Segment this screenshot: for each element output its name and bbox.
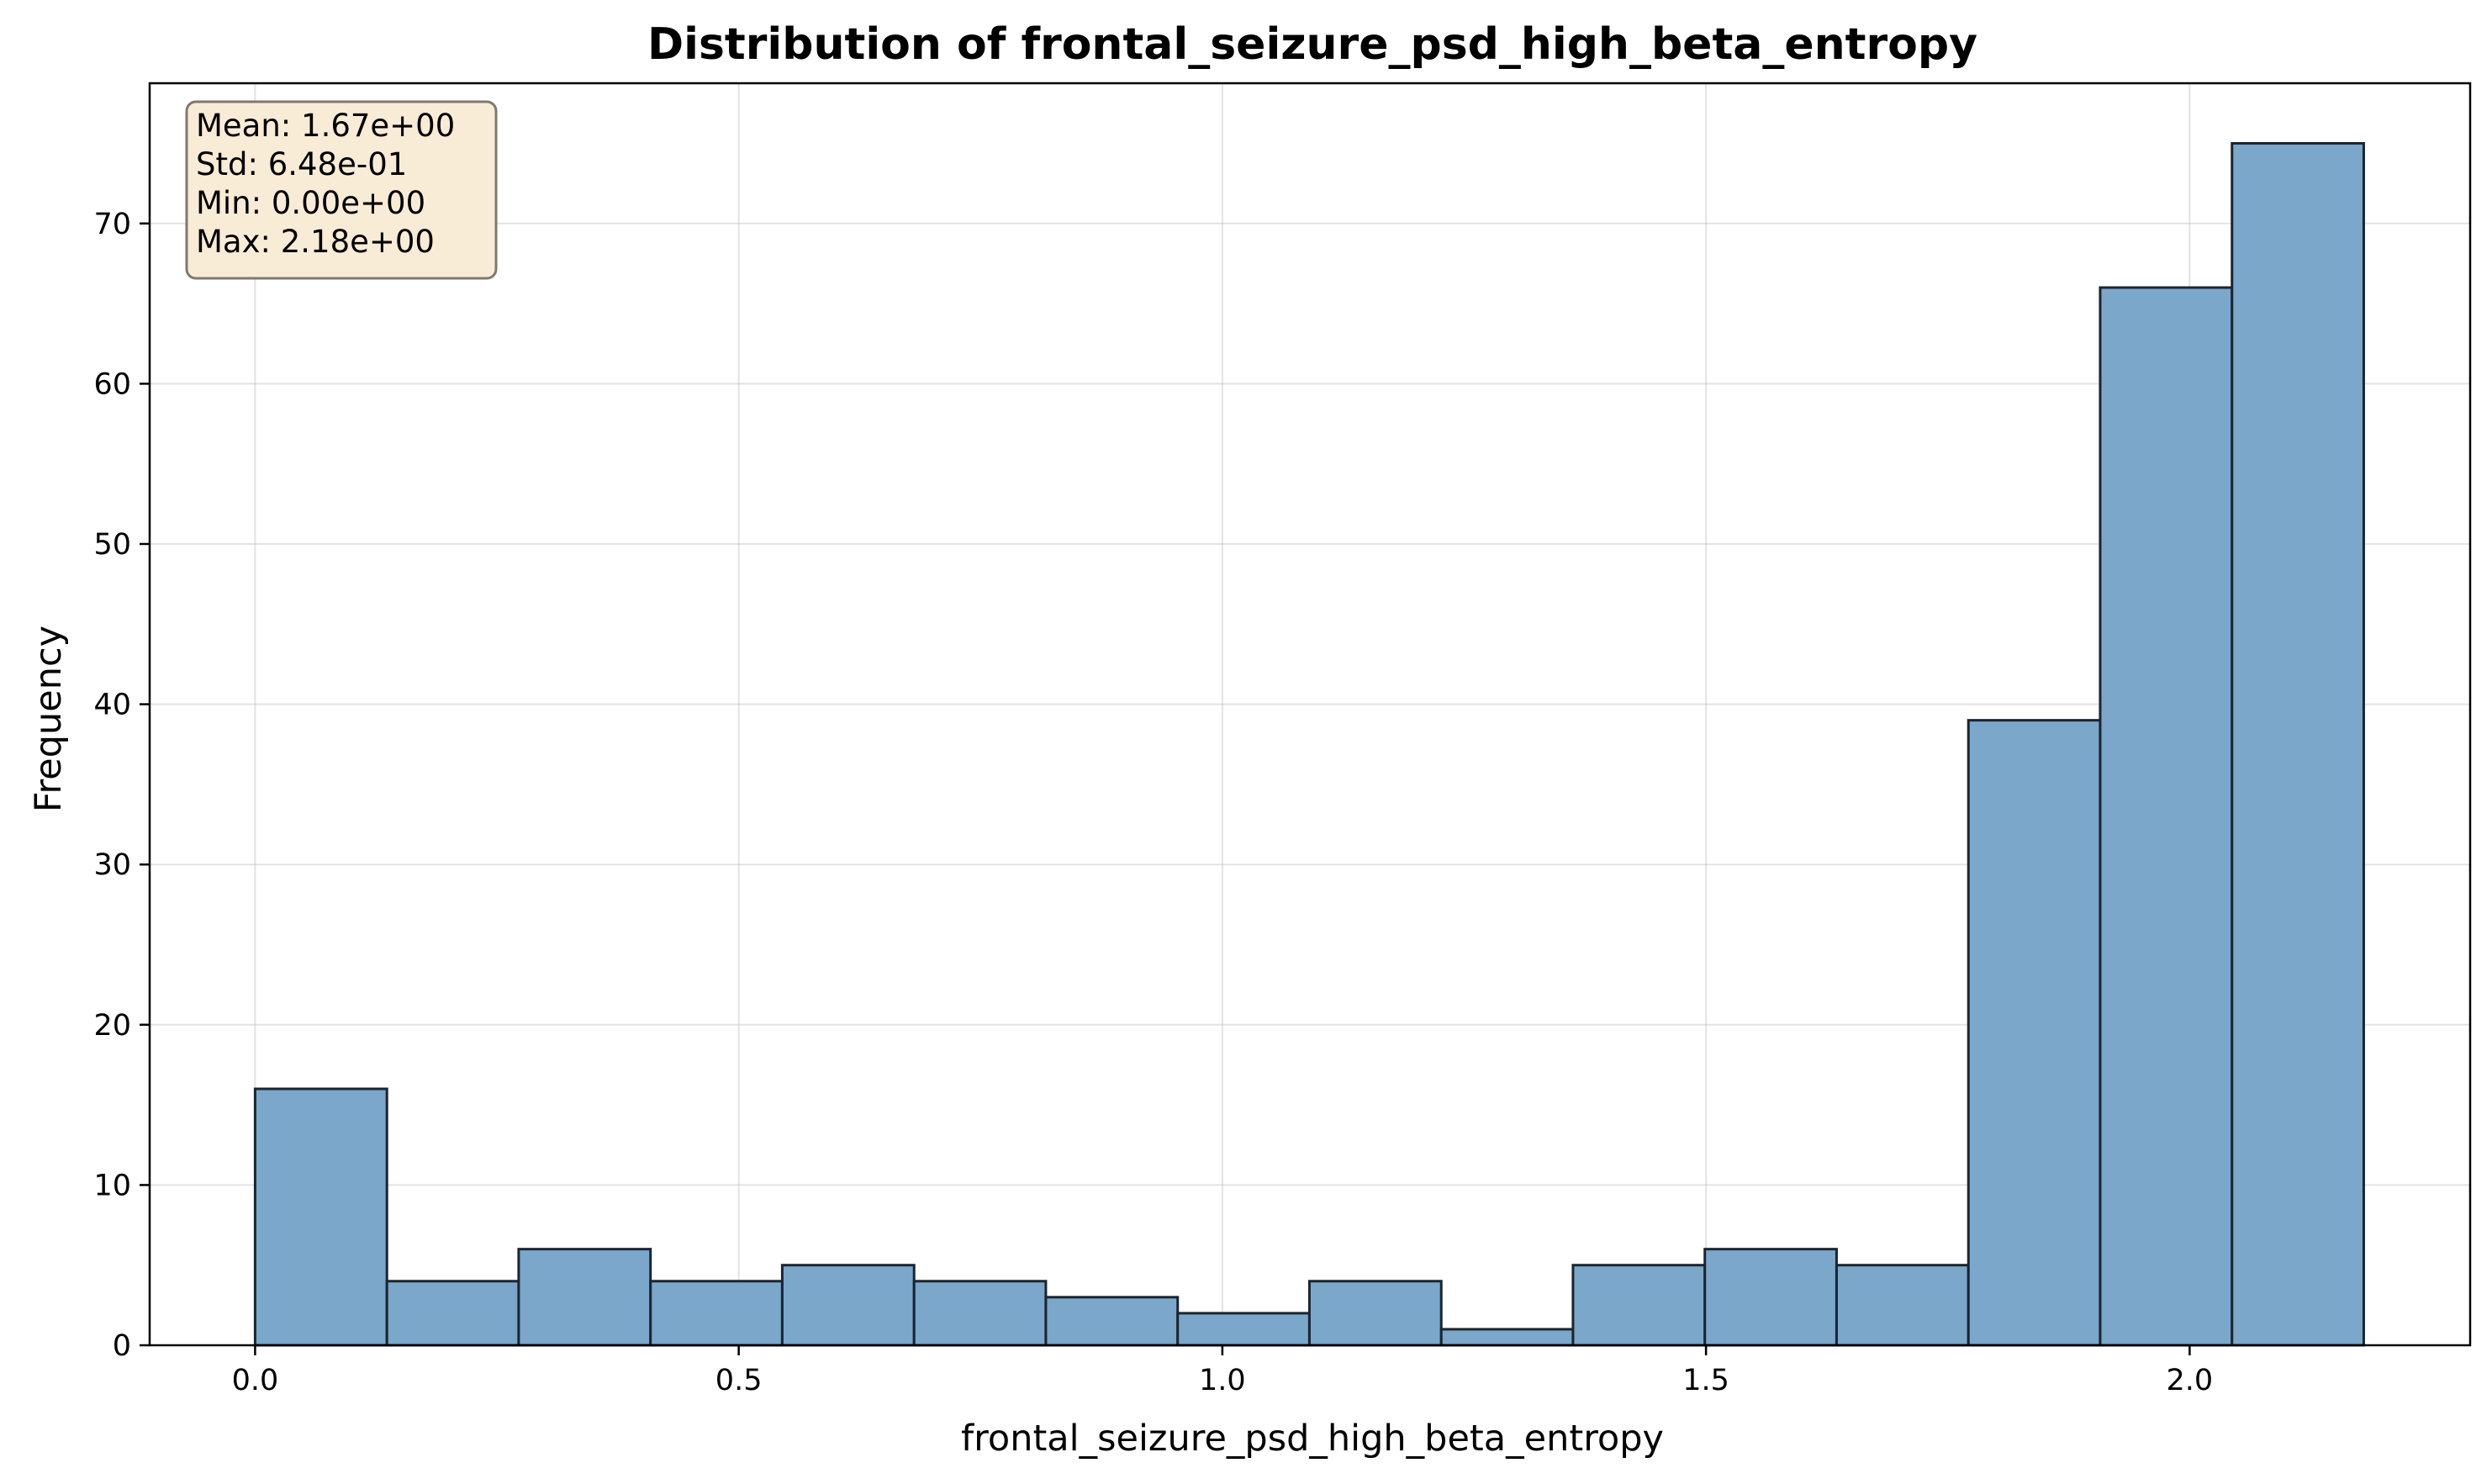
histogram-bar	[253, 1087, 388, 1347]
histogram-bar	[385, 1280, 520, 1347]
x-tick-label: 2.0	[2167, 1364, 2214, 1397]
y-tick-label: 50	[93, 528, 131, 562]
bars-layer	[253, 141, 2365, 1347]
histogram-bar	[1439, 1328, 1575, 1347]
x-tick-label: 0.0	[232, 1364, 279, 1397]
histogram-bar	[1176, 1312, 1311, 1347]
y-tick-label: 70	[93, 208, 131, 241]
stats-box: Mean: 1.67e+00 Std: 6.48e-01 Min: 0.00e+…	[185, 100, 498, 280]
histogram-bar	[1307, 1280, 1443, 1347]
y-tick-label: 10	[93, 1169, 131, 1202]
stat-mean: Mean: 1.67e+00	[196, 108, 455, 144]
histogram-bar	[1571, 1264, 1707, 1347]
histogram-bar	[649, 1280, 784, 1347]
histogram-bar	[2099, 286, 2234, 1347]
y-tick-label: 60	[93, 367, 131, 401]
histogram-bar	[912, 1280, 1048, 1347]
y-tick-label: 0	[113, 1329, 131, 1363]
x-tick-label: 1.0	[1199, 1364, 1246, 1397]
stats-box-background	[185, 100, 498, 280]
y-tick-label: 30	[93, 848, 131, 882]
histogram-bar	[1835, 1264, 1970, 1347]
x-tick-label: 0.5	[715, 1364, 763, 1397]
x-axis-label: frontal_seizure_psd_high_beta_entropy	[961, 1418, 1664, 1460]
y-axis-label: Frequency	[28, 626, 70, 812]
x-ticks: 0.0 0.5 1.0 1.5 2.0	[232, 1345, 2214, 1397]
y-tick-label: 40	[93, 689, 131, 722]
stat-max: Max: 2.18e+00	[196, 224, 435, 260]
x-tick-label: 1.5	[1682, 1364, 1729, 1397]
stat-std: Std: 6.48e-01	[196, 146, 407, 182]
histogram-bar	[1703, 1248, 1838, 1347]
y-ticks: 0 10 20 30 40 50 60 70	[93, 208, 150, 1363]
stat-min: Min: 0.00e+00	[196, 185, 425, 221]
histogram-bar	[2231, 141, 2365, 1347]
chart-title: Distribution of frontal_seizure_psd_high…	[647, 19, 1977, 70]
histogram-bar	[1967, 719, 2102, 1347]
histogram-bar	[780, 1264, 916, 1347]
histogram-bar	[517, 1248, 652, 1347]
y-tick-label: 20	[93, 1009, 131, 1043]
histogram-bar	[1044, 1296, 1180, 1347]
axes-frame	[148, 82, 2472, 1347]
